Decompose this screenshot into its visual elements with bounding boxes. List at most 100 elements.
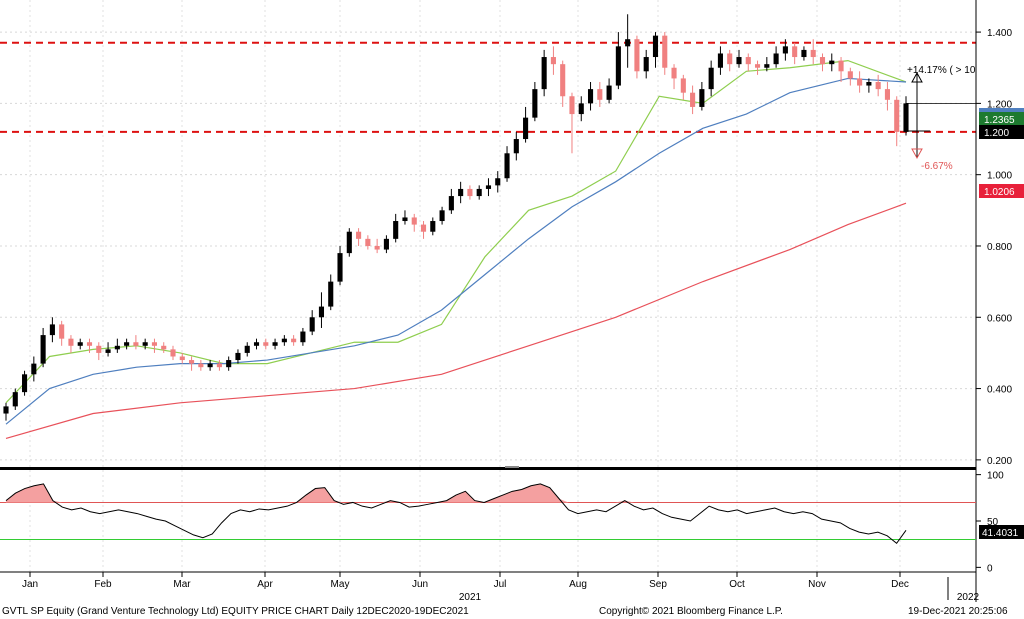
candle-body <box>291 338 297 343</box>
rsi-tick-label: 100 <box>987 471 1004 482</box>
rsi-panel: 0 50 100 <box>0 471 1004 574</box>
candle-body <box>690 92 696 107</box>
candle-body <box>792 46 798 58</box>
month-label: Nov <box>808 579 826 590</box>
candle-body <box>652 35 659 58</box>
candle-body <box>578 103 584 115</box>
candle-body <box>216 363 222 368</box>
candle-body <box>448 196 454 211</box>
candle-body <box>708 67 714 90</box>
candle-body <box>699 89 705 107</box>
down-arrow-icon <box>911 148 923 160</box>
panel-divider[interactable] <box>0 467 976 470</box>
candle-body <box>356 231 362 239</box>
candle-body <box>894 99 900 132</box>
ma_long-line <box>5 202 907 440</box>
candle-body <box>31 363 37 375</box>
ma-long-value: 1.0206 <box>984 187 1015 198</box>
candle-body <box>606 85 612 100</box>
ma-long-badge <box>979 184 1024 198</box>
candle-body <box>569 96 575 115</box>
candle-body <box>309 317 315 332</box>
ma_short-line <box>5 59 907 404</box>
candle-body <box>680 78 686 93</box>
candle-body <box>3 406 9 414</box>
candle-body <box>402 217 408 222</box>
candle-body <box>754 64 761 68</box>
candle-body <box>875 81 881 90</box>
candle-body <box>346 231 352 254</box>
candle-body <box>838 60 844 72</box>
candle-body <box>550 57 556 65</box>
candle-body <box>114 345 120 350</box>
price-badges: 1.2365 1.200 1.0206 41.4031 <box>979 108 1024 539</box>
candle-body <box>857 78 863 86</box>
candle-body <box>476 188 482 197</box>
candle-body <box>383 238 389 250</box>
candle-body <box>337 253 343 282</box>
panel-divider-handle[interactable] <box>505 466 519 468</box>
month-label: Sep <box>649 579 667 590</box>
candle-body <box>328 281 334 307</box>
candle-body <box>170 349 176 357</box>
candle-body <box>467 188 473 197</box>
month-label: Apr <box>257 579 273 590</box>
last-price-badge <box>979 125 1024 139</box>
candle-body <box>77 342 83 346</box>
candle-body <box>235 352 241 361</box>
year-label: 2022 <box>957 592 980 603</box>
candle-body <box>179 356 185 361</box>
month-label: Jan <box>22 579 38 590</box>
price-y-axis: 0.200 0.400 0.600 0.800 1.000 1.200 1.400 <box>976 28 1012 467</box>
candle-body <box>253 342 260 346</box>
candle-body <box>244 345 250 353</box>
candle-body <box>764 64 770 68</box>
month-label: Jul <box>494 579 507 590</box>
rsi-line <box>5 483 907 544</box>
candle-body <box>773 53 779 65</box>
month-label: Mar <box>173 579 191 590</box>
candle-body <box>819 57 826 65</box>
candle-body <box>513 139 519 154</box>
candle-body <box>281 338 287 343</box>
rsi-value: 41.4031 <box>982 528 1019 539</box>
candle-body <box>142 342 148 346</box>
month-label: Dec <box>891 579 909 590</box>
candle-body <box>189 360 195 364</box>
candle-body <box>393 221 399 239</box>
candle-body <box>810 49 816 58</box>
downside-annotation: -6.67% <box>921 161 953 172</box>
rsi-badge <box>979 525 1024 539</box>
candle-body <box>161 345 167 350</box>
candle-body <box>597 89 603 100</box>
rsi-panel-background <box>0 470 976 570</box>
candle-body <box>587 89 594 104</box>
x-axis: Jan Feb Mar Apr May Jun Jul Aug Sep Oct Nov Dec 2021… <box>22 572 980 603</box>
candle-body <box>59 324 65 339</box>
month-label: Jun <box>412 579 428 590</box>
candle-body <box>615 46 621 86</box>
candle-body <box>12 392 18 407</box>
price-tick-label: 0.200 <box>987 456 1012 467</box>
candle-body <box>458 188 464 197</box>
candle-body <box>411 217 417 225</box>
month-label: Oct <box>729 579 745 590</box>
candle-body <box>226 360 232 368</box>
candle-body <box>866 81 872 86</box>
candlesticks <box>3 14 976 421</box>
candle-body <box>207 363 213 368</box>
candle-body <box>300 331 306 343</box>
month-label: May <box>331 579 350 590</box>
candle-body <box>782 46 788 54</box>
candle-body <box>541 57 547 90</box>
up-arrow-icon <box>911 71 923 83</box>
candle-body <box>560 64 566 97</box>
price-tick-label: 1.400 <box>987 28 1012 39</box>
price-tick-label: 0.800 <box>987 242 1012 253</box>
last-price-value: 1.200 <box>984 128 1009 139</box>
candle-body <box>736 57 742 65</box>
price-tick-label: 1.200 <box>987 99 1012 110</box>
candle-body <box>420 224 427 232</box>
ma-short-value: 1.2365 <box>984 115 1015 126</box>
